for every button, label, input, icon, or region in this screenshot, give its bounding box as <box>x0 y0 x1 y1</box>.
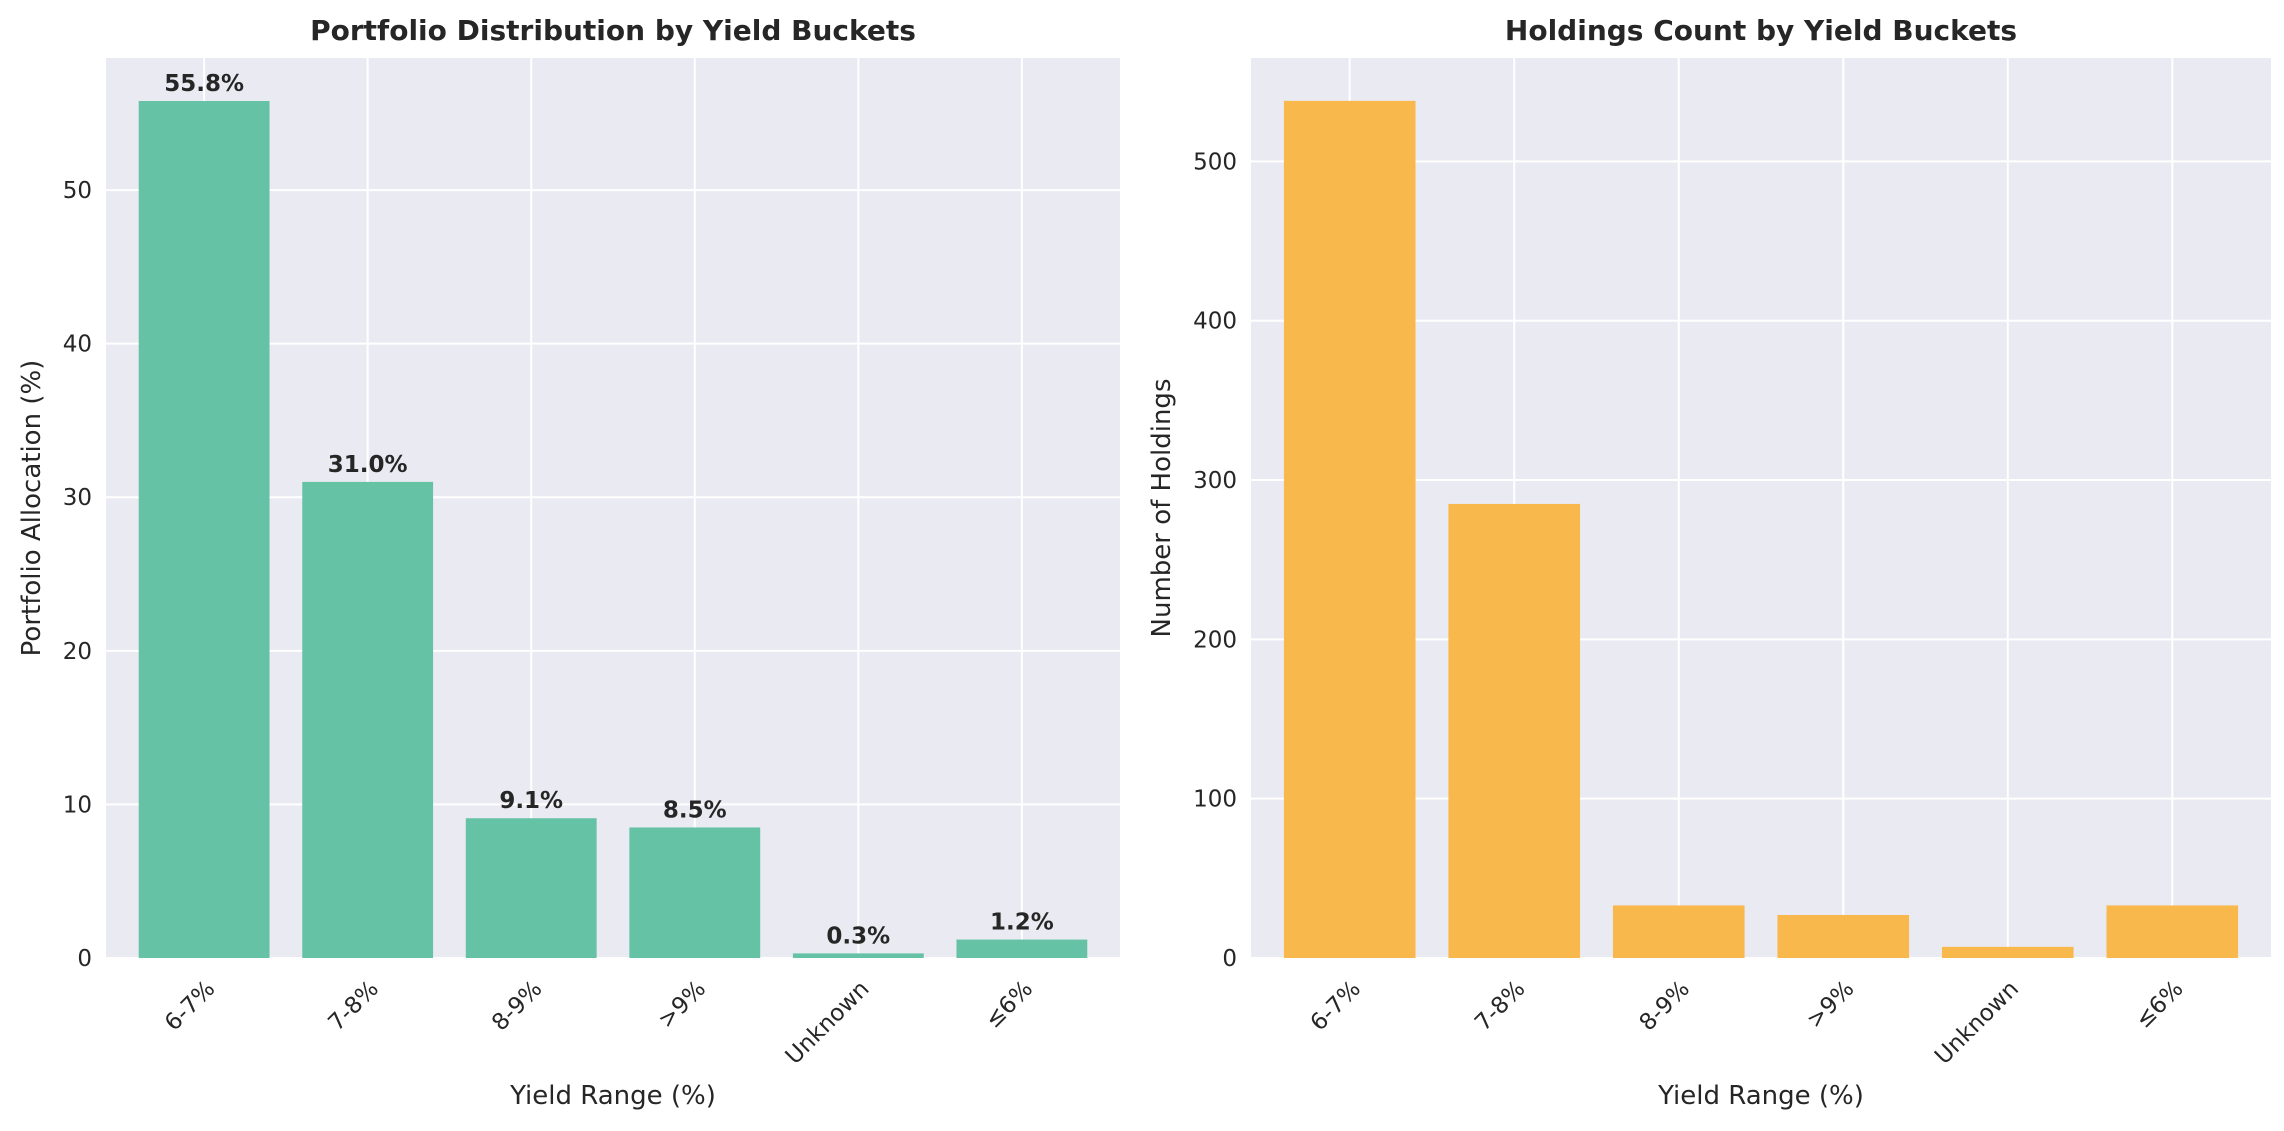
holdings-y-axis-label: Number of Holdings <box>1147 379 1177 638</box>
holdings-bar-0 <box>1283 100 1416 959</box>
allocation-data-label-3: 8.5% <box>663 797 727 823</box>
holdings-chart: 0 100 200 300 400 500 6-7% 7-8% 8-9% >9% Unknown ≤… <box>1147 14 2271 1111</box>
allocation-y-tick-label: 40 <box>63 332 92 358</box>
allocation-x-tick-label-4: Unknown <box>781 976 875 1070</box>
holdings-bars <box>1283 100 2239 959</box>
allocation-gridlines <box>106 58 1120 959</box>
allocation-x-ticks: 6-7% 7-8% 8-9% >9% Unknown ≤6% <box>160 976 1038 1070</box>
holdings-y-ticks: 0 100 200 300 400 500 <box>1193 149 1237 972</box>
holdings-y-tick-label: 200 <box>1193 627 1237 653</box>
holdings-bar-3 <box>1777 914 1910 958</box>
allocation-chart: 55.8% 31.0% 9.1% 8.5% 0.3% 1.2% 0 10 20 30 40 50 6… <box>17 14 1120 1111</box>
holdings-x-axis-label: Yield Range (%) <box>1657 1081 1864 1111</box>
allocation-y-tick-label: 30 <box>63 485 92 511</box>
allocation-bar-4 <box>792 953 924 958</box>
allocation-x-tick-label-3: >9% <box>653 976 711 1034</box>
holdings-y-tick-label: 0 <box>1222 946 1237 972</box>
allocation-bars <box>138 101 1088 958</box>
holdings-x-tick-label-5: ≤6% <box>2131 976 2189 1034</box>
holdings-x-ticks: 6-7% 7-8% 8-9% >9% Unknown ≤6% <box>1306 976 2189 1070</box>
holdings-x-tick-label-0: 6-7% <box>1306 976 1366 1036</box>
allocation-y-ticks: 0 10 20 30 40 50 <box>63 178 92 972</box>
allocation-y-tick-label: 20 <box>63 639 92 665</box>
holdings-y-tick-label: 100 <box>1193 787 1237 813</box>
allocation-bar-5 <box>956 939 1088 958</box>
allocation-x-tick-label-2: 8-9% <box>487 976 547 1036</box>
allocation-bar-3 <box>629 827 761 958</box>
allocation-bar-1 <box>302 481 434 958</box>
allocation-bar-0 <box>138 101 270 958</box>
holdings-y-tick-label: 400 <box>1193 309 1237 335</box>
allocation-bar-2 <box>465 818 597 958</box>
allocation-y-tick-label: 0 <box>77 946 92 972</box>
holdings-x-tick-label-2: 8-9% <box>1635 976 1695 1036</box>
holdings-bar-4 <box>1941 946 2074 958</box>
allocation-x-tick-label-5: ≤6% <box>980 976 1038 1034</box>
allocation-data-label-4: 0.3% <box>826 923 890 949</box>
holdings-x-tick-label-4: Unknown <box>1930 976 2024 1070</box>
holdings-x-tick-label-1: 7-8% <box>1470 976 1530 1036</box>
holdings-y-tick-label: 500 <box>1193 149 1237 175</box>
holdings-chart-title: Holdings Count by Yield Buckets <box>1505 14 2017 47</box>
allocation-y-axis-label: Portfolio Allocation (%) <box>17 360 47 657</box>
allocation-data-label-0: 55.8% <box>164 71 244 97</box>
holdings-bar-2 <box>1612 905 1745 958</box>
allocation-chart-title: Portfolio Distribution by Yield Buckets <box>310 14 916 47</box>
holdings-bar-5 <box>2106 905 2239 958</box>
holdings-x-tick-label-3: >9% <box>1802 976 1860 1034</box>
holdings-y-tick-label: 300 <box>1193 468 1237 494</box>
allocation-x-tick-label-0: 6-7% <box>160 976 220 1036</box>
allocation-plot-area <box>106 58 1120 958</box>
holdings-plot-area <box>1251 58 2271 958</box>
allocation-data-labels: 55.8% 31.0% 9.1% 8.5% 0.3% 1.2% <box>164 71 1054 949</box>
allocation-y-tick-label: 50 <box>63 178 92 204</box>
allocation-data-label-1: 31.0% <box>328 452 408 478</box>
allocation-x-axis-label: Yield Range (%) <box>509 1081 716 1111</box>
allocation-x-tick-label-1: 7-8% <box>324 976 384 1036</box>
holdings-bar-1 <box>1448 503 1581 958</box>
allocation-data-label-5: 1.2% <box>990 910 1054 936</box>
allocation-y-tick-label: 10 <box>63 792 92 818</box>
allocation-data-label-2: 9.1% <box>499 788 563 814</box>
